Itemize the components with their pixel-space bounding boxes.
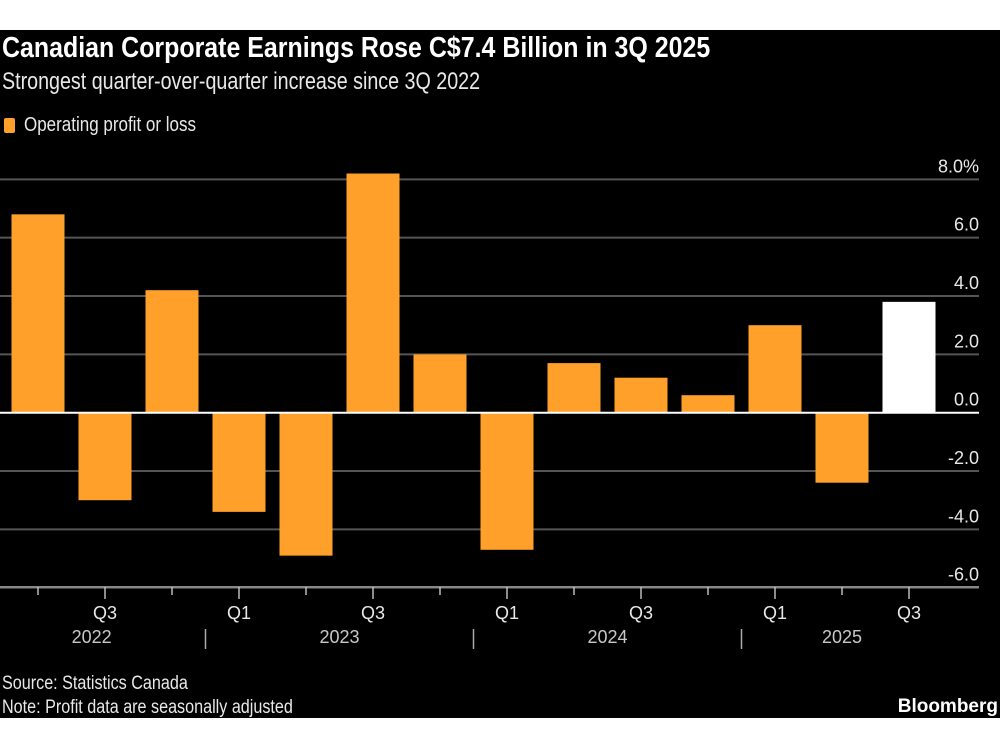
- bar: [279, 412, 333, 556]
- bar: [145, 290, 199, 413]
- chart-frame: Canadian Corporate Earnings Rose C$7.4 B…: [0, 30, 1000, 718]
- year-label: 2025: [822, 627, 862, 647]
- bar: [748, 325, 802, 413]
- bar: [480, 412, 534, 550]
- bar: [547, 363, 601, 413]
- bloomberg-logo: Bloomberg: [897, 696, 998, 717]
- bar: [413, 354, 467, 413]
- x-tick-label: Q3: [897, 603, 921, 623]
- y-tick-label: -6.0: [948, 565, 979, 585]
- bar: [11, 214, 65, 413]
- bar: [346, 173, 400, 413]
- x-tick-label: Q1: [495, 603, 519, 623]
- y-tick-label: -4.0: [948, 506, 979, 526]
- bar: [681, 395, 735, 413]
- y-tick-label: 8.0%: [938, 156, 979, 176]
- y-tick-label: 6.0: [954, 215, 979, 235]
- year-label: 2023: [319, 627, 359, 647]
- bar: [882, 301, 936, 413]
- bar: [212, 412, 266, 512]
- bar: [815, 412, 869, 483]
- legend-swatch: [4, 118, 15, 133]
- x-tick-label: Q3: [629, 603, 653, 623]
- x-tick-label: Q1: [763, 603, 787, 623]
- bar-chart: 8.0% 6.0 4.0 2.0 0.0 -2.0 -4.0 -6.0 Q3 Q1 Q3 Q1 Q3 Q1…: [0, 156, 979, 649]
- y-tick-label: 4.0: [954, 273, 979, 293]
- source-note: Source: Statistics Canada: [2, 673, 188, 694]
- y-tick-label: 2.0: [954, 331, 979, 351]
- year-label: 2022: [72, 627, 112, 647]
- bar: [614, 377, 668, 413]
- x-tick-label: Q3: [361, 603, 385, 623]
- footnote: Note: Profit data are seasonally adjuste…: [2, 697, 293, 718]
- y-tick-label: 0.0: [954, 390, 979, 410]
- x-tick-label: Q1: [227, 603, 251, 623]
- year-label: 2024: [587, 627, 627, 647]
- bar: [78, 412, 132, 501]
- legend-label: Operating profit or loss: [24, 114, 196, 136]
- x-tick-label: Q3: [93, 603, 117, 623]
- y-tick-label: -2.0: [948, 448, 979, 468]
- chart-subtitle: Strongest quarter-over-quarter increase …: [2, 68, 481, 95]
- chart-title: Canadian Corporate Earnings Rose C$7.4 B…: [2, 32, 711, 64]
- legend: Operating profit or loss: [4, 114, 226, 137]
